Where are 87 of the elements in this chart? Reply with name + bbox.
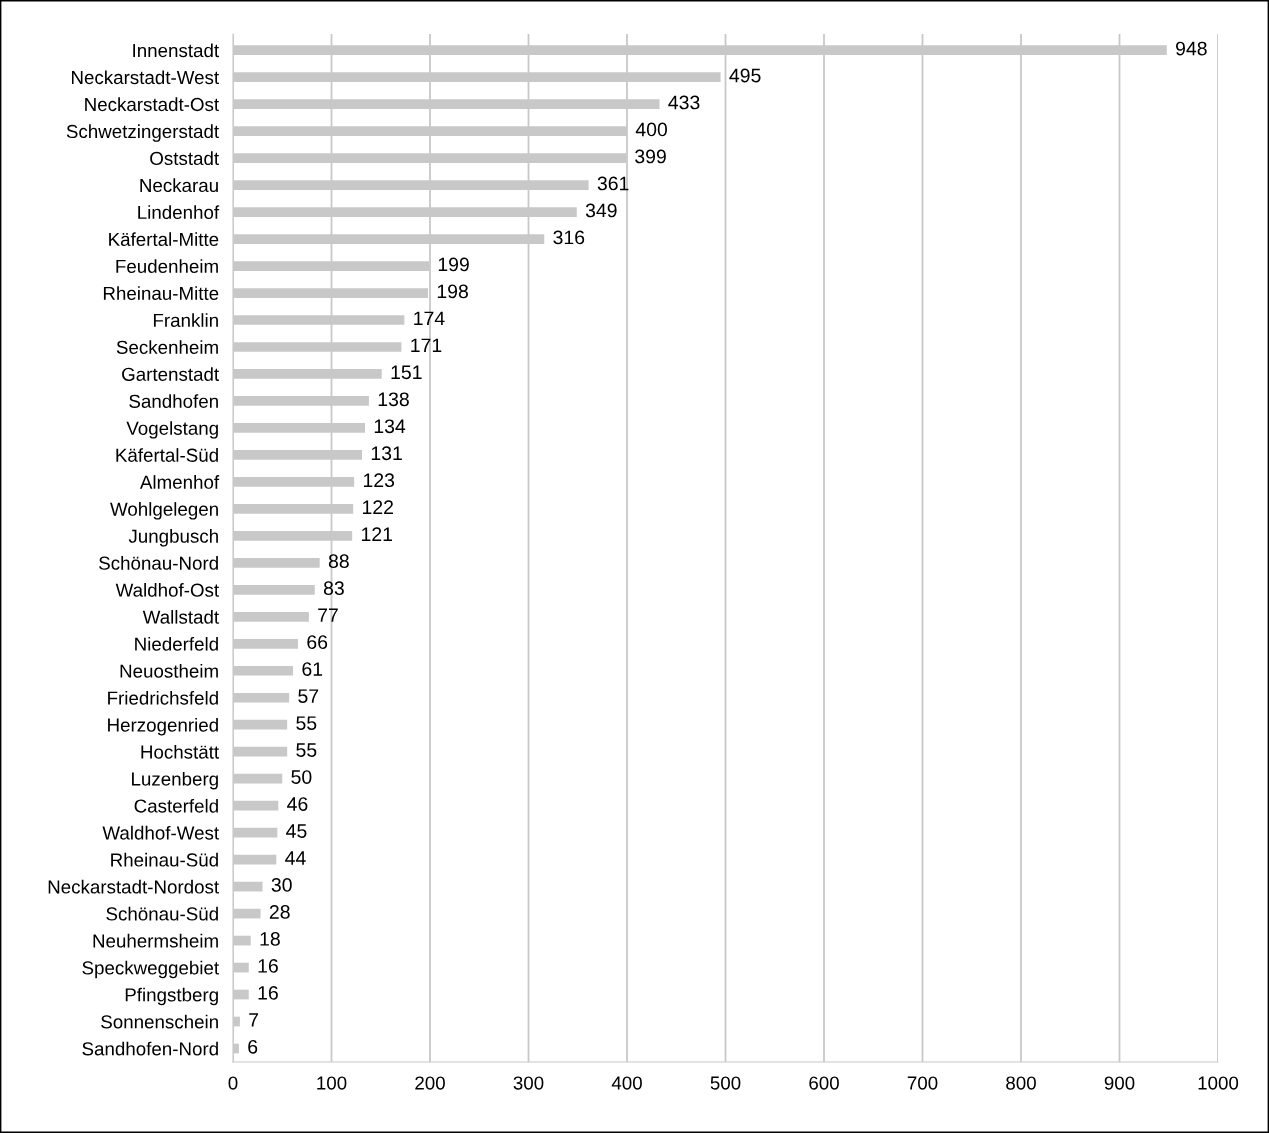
y-tick-label: Niederfeld: [135, 636, 218, 651]
y-tick-label: Schönau-Nord: [99, 556, 218, 570]
y-tick-label: Jungbusch: [128, 529, 218, 547]
y-tick-label: Feudenheim: [116, 259, 218, 274]
y-tick-label: Seckenheim: [116, 340, 218, 354]
data-label: 55: [296, 716, 317, 730]
data-label: 948: [1176, 41, 1207, 56]
data-label: 6: [248, 1039, 258, 1054]
x-tick-label: 100: [317, 1076, 347, 1090]
y-tick-label: Waldhof-Ost: [115, 583, 219, 597]
data-label: 44: [285, 851, 306, 865]
x-tick-label: 0: [228, 1076, 238, 1090]
data-label: 495: [729, 68, 761, 83]
data-label: 18: [260, 932, 280, 946]
y-tick-label: Neuostheim: [120, 663, 218, 678]
y-tick-label: Friedrichsfeld: [108, 690, 218, 705]
data-label: 30: [271, 878, 292, 892]
y-tick-label: Neckarstadt-Nordost: [48, 879, 219, 894]
y-tick-label: Sonnenschein: [101, 1014, 218, 1029]
data-label: 151: [391, 365, 422, 380]
y-tick-label: Schönau-Süd: [106, 906, 218, 921]
data-label: 16: [258, 959, 278, 973]
data-label: 400: [635, 122, 668, 137]
x-tick-label: 400: [611, 1076, 642, 1090]
data-label: 46: [287, 797, 308, 811]
x-tick-label: 900: [1104, 1076, 1135, 1090]
x-tick-label: 200: [415, 1076, 445, 1090]
data-label: 174: [414, 311, 445, 326]
data-label: 121: [362, 527, 393, 541]
y-tick-label: Rheinau-Süd: [111, 852, 218, 867]
data-label: 57: [298, 689, 319, 703]
y-tick-label: Neckarstadt-West: [71, 70, 219, 85]
data-label: 55: [296, 743, 317, 757]
data-label: 83: [323, 581, 344, 596]
data-label: 134: [374, 419, 406, 434]
y-tick-label: Almenhof: [139, 475, 220, 489]
y-tick-label: Casterfeld: [134, 798, 218, 813]
data-label: 171: [411, 338, 442, 353]
y-tick-label: Sandhofen: [129, 394, 218, 408]
data-label: 199: [438, 257, 469, 272]
y-tick-label: Rheinau-Mitte: [103, 286, 219, 300]
y-tick-label: Käfertal-Mitte: [109, 232, 219, 247]
data-label: 433: [668, 95, 700, 110]
y-tick-label: Neckarstadt-Ost: [85, 97, 219, 112]
y-tick-label: Herzogenried: [108, 717, 218, 736]
y-tick-label: Vogelstang: [126, 421, 218, 439]
y-tick-label: Oststadt: [150, 151, 219, 166]
x-tick-label: 300: [513, 1076, 544, 1090]
data-label: 138: [378, 392, 409, 407]
data-label: 50: [291, 770, 312, 784]
y-tick-label: Franklin: [153, 313, 218, 327]
x-tick-label: 500: [710, 1076, 741, 1090]
y-tick-label: Pfingstberg: [125, 987, 218, 1006]
x-tick-label: 700: [907, 1076, 938, 1090]
y-tick-label: Speckweggebiet: [82, 960, 219, 979]
data-label: 61: [302, 662, 323, 676]
data-label: 7: [249, 1013, 259, 1027]
data-label: 349: [585, 203, 617, 218]
y-tick-label: Sandhofen-Nord: [82, 1041, 218, 1056]
data-label: 28: [269, 905, 290, 919]
data-label: 361: [597, 176, 629, 191]
y-tick-label: Wohlgelegen: [110, 502, 218, 520]
y-tick-label: Luzenberg: [132, 771, 218, 790]
data-label: 77: [318, 608, 338, 622]
data-label: 316: [553, 230, 585, 245]
data-label: 198: [437, 284, 468, 299]
data-label: 45: [286, 824, 307, 838]
data-label: 399: [635, 149, 666, 164]
data-label: 131: [371, 446, 402, 461]
data-label: 16: [258, 986, 278, 1000]
data-label: 123: [363, 473, 395, 488]
y-tick-label: Neckarau: [140, 178, 218, 193]
y-tick-label: Lindenhof: [138, 205, 220, 220]
y-tick-label: Schwetzingerstadt: [66, 124, 219, 142]
y-tick-label: Waldhof-West: [102, 825, 219, 840]
data-label: 122: [362, 500, 393, 514]
data-label: 66: [307, 635, 328, 649]
y-tick-label: Hochstätt: [141, 744, 219, 759]
x-tick-label: 1000: [1198, 1076, 1239, 1090]
y-tick-label: Käfertal-Süd: [116, 448, 218, 462]
x-tick-label: 600: [809, 1076, 839, 1090]
y-tick-label: Wallstadt: [142, 610, 219, 624]
y-tick-label: Innenstadt: [133, 43, 219, 58]
y-tick-label: Gartenstadt: [122, 367, 219, 381]
data-label: 88: [328, 554, 349, 569]
y-tick-label: Neuhermsheim: [93, 933, 218, 948]
x-tick-label: 800: [1006, 1076, 1036, 1090]
